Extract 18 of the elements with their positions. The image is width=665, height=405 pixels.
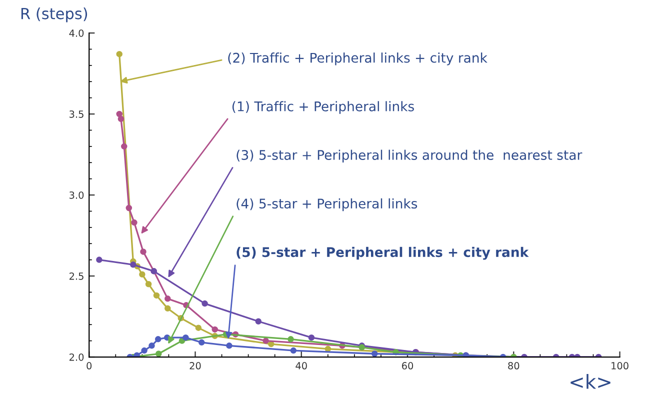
annotation: (5) 5-star + Peripheral links + city rank bbox=[236, 246, 529, 260]
y-tick-label: 4.0 bbox=[69, 29, 84, 37]
x-tick-label: 80 bbox=[508, 362, 520, 370]
y-axis-title: R (steps) bbox=[21, 8, 88, 22]
x-tick-label: 0 bbox=[86, 362, 92, 370]
y-tick-label: 3.5 bbox=[70, 110, 84, 118]
annotation: (4) 5-star + Peripheral links bbox=[236, 198, 418, 212]
annotation: (3) 5-star + Peripheral links around the nearest star bbox=[236, 150, 582, 163]
annotation: (1) Traffic + Peripheral links bbox=[232, 101, 414, 114]
y-tick-label: 2.0 bbox=[70, 353, 84, 361]
y-tick-label: 3.0 bbox=[70, 191, 84, 199]
x-tick-label: 60 bbox=[402, 362, 414, 370]
annotation: (2) Traffic + Peripheral links + city rank bbox=[228, 52, 488, 66]
x-axis-title: <k> bbox=[570, 374, 610, 389]
x-tick-label: 100 bbox=[612, 362, 628, 370]
x-tick-label: 20 bbox=[190, 362, 201, 370]
x-tick-label: 40 bbox=[296, 362, 307, 370]
y-tick-label: 2.5 bbox=[70, 272, 84, 280]
